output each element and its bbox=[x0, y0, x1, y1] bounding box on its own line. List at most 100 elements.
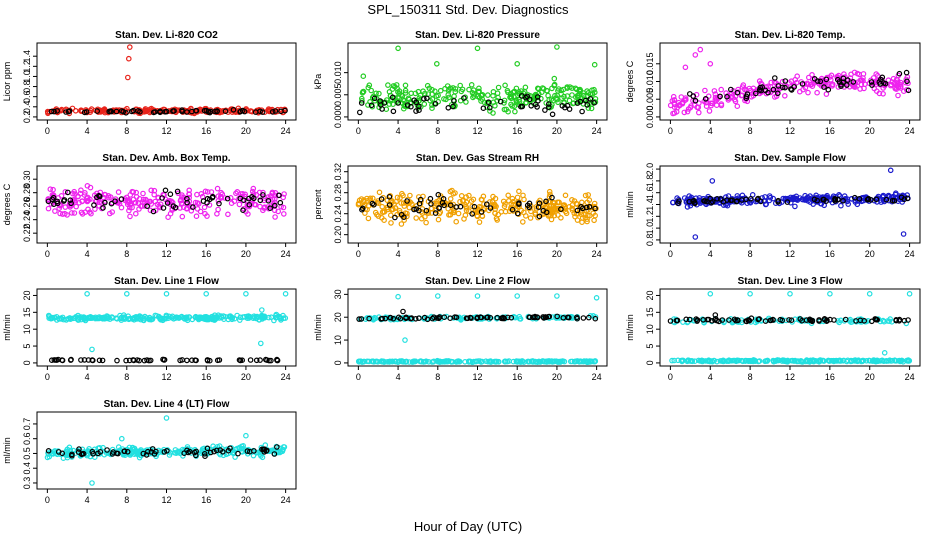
data-point bbox=[392, 214, 398, 221]
data-point bbox=[739, 84, 746, 90]
data-point bbox=[262, 356, 269, 363]
data-point bbox=[236, 357, 243, 363]
data-layer bbox=[667, 46, 912, 117]
x-tick-label: 8 bbox=[748, 372, 753, 382]
data-point bbox=[240, 445, 246, 452]
data-point bbox=[765, 83, 771, 90]
series-2 bbox=[48, 107, 288, 116]
data-point bbox=[726, 317, 732, 323]
data-point bbox=[548, 96, 555, 103]
data-point bbox=[355, 200, 362, 207]
data-point bbox=[404, 102, 411, 108]
data-point bbox=[768, 317, 774, 324]
data-point bbox=[734, 89, 741, 96]
data-point bbox=[94, 108, 101, 114]
data-point bbox=[585, 314, 592, 321]
data-point bbox=[368, 315, 374, 322]
data-point bbox=[787, 290, 793, 297]
data-point bbox=[586, 204, 593, 210]
y-tick-label: 0.28 bbox=[22, 184, 32, 202]
data-point bbox=[242, 191, 249, 198]
data-point bbox=[513, 358, 520, 365]
data-point bbox=[560, 314, 567, 321]
data-point bbox=[817, 78, 824, 85]
data-point bbox=[366, 82, 373, 89]
data-point bbox=[204, 199, 210, 206]
data-point bbox=[497, 98, 504, 105]
data-point bbox=[441, 358, 448, 365]
data-point bbox=[79, 198, 86, 205]
data-point bbox=[387, 212, 394, 219]
data-point bbox=[208, 189, 215, 195]
data-point bbox=[367, 195, 374, 202]
data-point bbox=[173, 450, 179, 457]
data-point bbox=[433, 60, 440, 67]
x-tick-label: 4 bbox=[85, 372, 90, 382]
data-point bbox=[379, 203, 386, 210]
data-point bbox=[69, 210, 75, 216]
x-tick-label: 24 bbox=[905, 372, 915, 382]
data-point bbox=[831, 317, 837, 323]
data-point bbox=[378, 196, 385, 202]
data-point bbox=[376, 90, 382, 97]
data-point bbox=[253, 313, 260, 320]
data-point bbox=[118, 108, 125, 114]
data-point bbox=[170, 203, 177, 209]
data-point bbox=[838, 202, 844, 209]
x-tick-label: 4 bbox=[85, 495, 90, 505]
data-point bbox=[137, 109, 143, 115]
data-point bbox=[148, 201, 155, 207]
data-point bbox=[713, 102, 720, 109]
data-point bbox=[492, 103, 498, 109]
data-point bbox=[413, 99, 420, 106]
data-point bbox=[551, 206, 558, 212]
data-point bbox=[237, 317, 243, 323]
data-point bbox=[806, 316, 813, 323]
data-point bbox=[67, 315, 73, 321]
data-point bbox=[469, 203, 476, 210]
data-point bbox=[868, 79, 875, 85]
data-point bbox=[545, 104, 552, 111]
data-point bbox=[818, 81, 824, 87]
data-point bbox=[372, 98, 378, 104]
data-point bbox=[136, 454, 143, 461]
data-point bbox=[280, 211, 287, 217]
data-point bbox=[422, 213, 428, 220]
data-point bbox=[494, 314, 501, 321]
data-point bbox=[228, 106, 234, 113]
data-point bbox=[693, 316, 700, 322]
data-point bbox=[542, 107, 548, 113]
data-point bbox=[578, 358, 585, 365]
data-point bbox=[279, 448, 285, 455]
data-point bbox=[260, 189, 266, 196]
data-point bbox=[591, 200, 598, 207]
data-point bbox=[789, 357, 796, 364]
data-point bbox=[106, 108, 113, 115]
data-point bbox=[724, 202, 731, 209]
data-point bbox=[534, 94, 541, 100]
data-point bbox=[399, 190, 405, 197]
data-point bbox=[784, 358, 791, 365]
data-point bbox=[696, 195, 703, 201]
data-point bbox=[430, 314, 437, 321]
x-tick-label: 20 bbox=[241, 495, 251, 505]
data-point bbox=[257, 340, 264, 347]
data-point bbox=[794, 73, 801, 80]
data-point bbox=[718, 102, 725, 109]
y-tick-label: 1.8 bbox=[645, 175, 655, 188]
data-point bbox=[534, 314, 541, 321]
data-point bbox=[276, 192, 282, 199]
data-point bbox=[235, 450, 241, 457]
data-point bbox=[752, 90, 759, 97]
data-point bbox=[403, 358, 410, 365]
data-point bbox=[805, 89, 811, 96]
data-point bbox=[574, 315, 581, 322]
data-point bbox=[480, 193, 487, 200]
data-point bbox=[64, 212, 70, 218]
data-point bbox=[123, 357, 129, 364]
data-point bbox=[854, 358, 861, 365]
data-point bbox=[247, 357, 254, 363]
data-point bbox=[779, 78, 786, 85]
data-layer bbox=[44, 44, 288, 117]
data-point bbox=[244, 448, 251, 454]
